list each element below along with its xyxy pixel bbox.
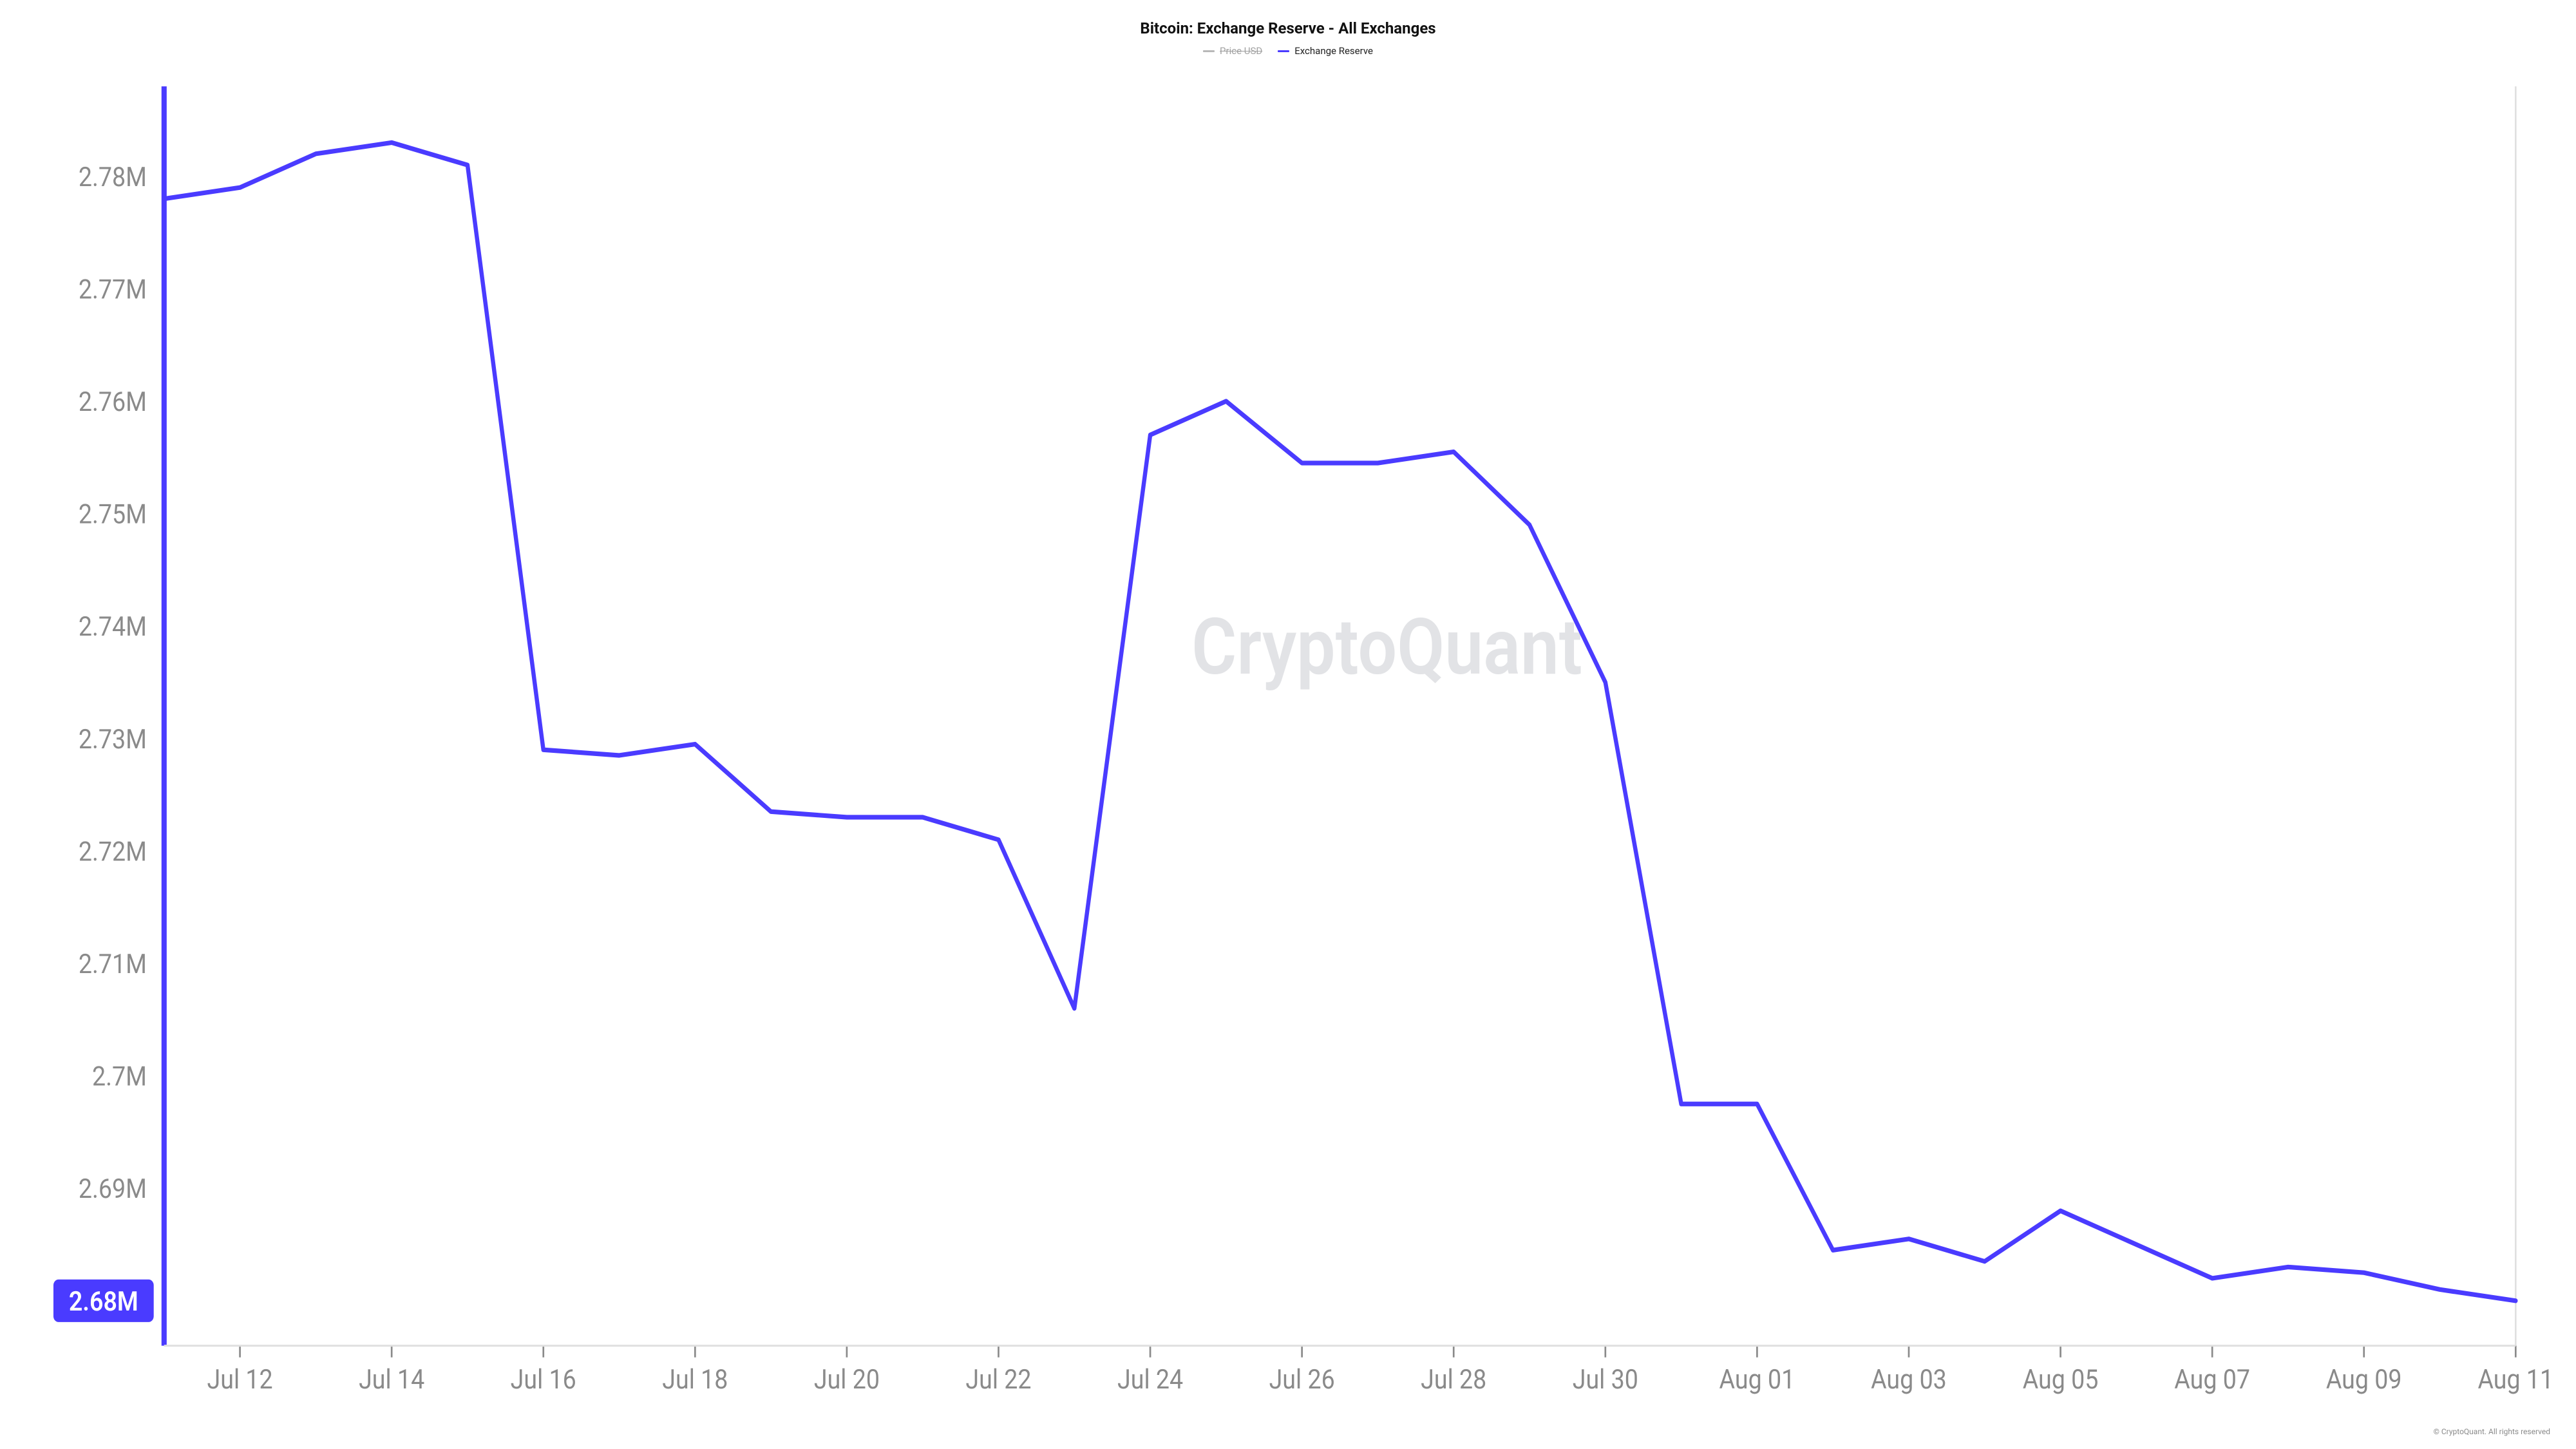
y-tick-label: 2.77M	[79, 273, 147, 305]
x-tick-label: Aug 09	[2326, 1363, 2402, 1396]
legend-item-price[interactable]: Price USD	[1203, 45, 1262, 57]
x-tick-label: Jul 14	[359, 1363, 424, 1396]
x-tick-label: Jul 20	[814, 1363, 880, 1396]
x-tick-label: Jul 12	[207, 1363, 273, 1396]
x-tick-label: Jul 30	[1573, 1363, 1638, 1396]
y-tick-label: 2.74M	[79, 611, 147, 643]
y-tick-label: 2.69M	[79, 1173, 147, 1205]
x-tick-label: Aug 01	[1719, 1363, 1795, 1396]
x-tick-label: Jul 18	[662, 1363, 728, 1396]
legend-item-reserve[interactable]: Exchange Reserve	[1278, 45, 1373, 57]
y-tick-label: 2.72M	[79, 835, 147, 867]
x-tick-label: Aug 05	[2023, 1363, 2099, 1396]
copyright-text: © CryptoQuant. All rights reserved	[26, 1427, 2550, 1436]
legend-swatch-price	[1203, 50, 1215, 52]
x-tick-label: Jul 26	[1269, 1363, 1335, 1396]
x-tick-label: Jul 22	[965, 1363, 1031, 1396]
series-line-exchange-reserve	[164, 142, 2516, 1300]
y-tick-label: 2.76M	[79, 386, 147, 418]
chart-title: Bitcoin: Exchange Reserve - All Exchange…	[26, 19, 2550, 37]
watermark: CryptoQuant	[1191, 601, 1582, 692]
x-tick-label: Aug 11	[2477, 1363, 2550, 1396]
x-tick-label: Jul 16	[511, 1363, 576, 1396]
legend-label-reserve: Exchange Reserve	[1294, 45, 1373, 57]
y-tick-label: 2.71M	[79, 948, 147, 980]
legend-swatch-reserve	[1278, 50, 1289, 52]
chart-plot-area: CryptoQuant 2.68M 2.69M 2.7M 2.71M 2.72M 2.73M…	[26, 67, 2550, 1423]
x-tick-label: Aug 07	[2174, 1363, 2250, 1396]
x-tick-label: Jul 28	[1421, 1363, 1486, 1396]
chart-legend: Price USD Exchange Reserve	[26, 45, 2550, 57]
y-tick-label-highlight: 2.68M	[69, 1285, 138, 1318]
y-tick-label: 2.73M	[79, 723, 147, 755]
y-tick-label: 2.75M	[79, 498, 147, 531]
x-tick-label: Jul 24	[1117, 1363, 1183, 1396]
y-tick-label: 2.7M	[92, 1061, 147, 1093]
x-tick-label: Aug 03	[1871, 1363, 1947, 1396]
y-tick-label: 2.78M	[79, 161, 147, 193]
legend-label-price: Price USD	[1220, 45, 1262, 57]
